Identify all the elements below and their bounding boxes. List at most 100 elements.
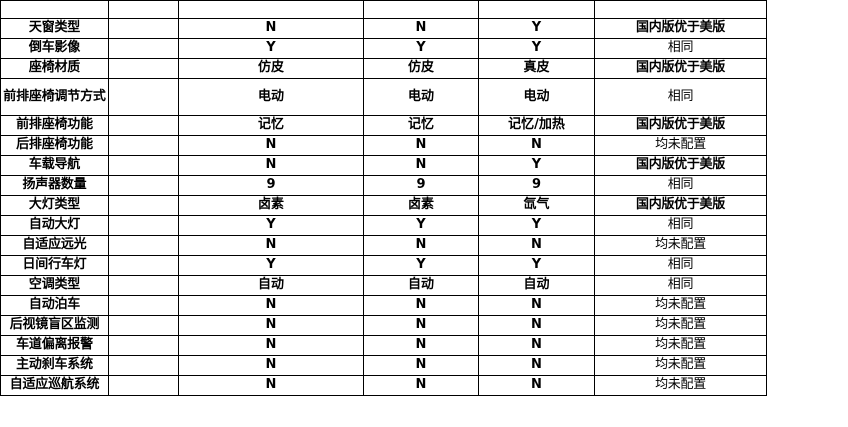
row-value-col-c: 自动 xyxy=(478,275,595,296)
row-feature-label: 主动刹车系统 xyxy=(0,355,109,376)
row-value-col-b: N xyxy=(363,295,479,316)
row-value-col-b: N xyxy=(363,315,479,336)
row-blank-cell xyxy=(108,375,179,396)
row-feature-label: 座椅材质 xyxy=(0,58,109,79)
row-value-col-a: Y xyxy=(178,255,364,276)
row-note-cell: 相同 xyxy=(594,175,767,196)
row-value-col-c: N xyxy=(478,295,595,316)
row-value-col-b: 9 xyxy=(363,175,479,196)
row-value-col-b: N xyxy=(363,355,479,376)
table-row: 座椅材质 仿皮 仿皮 真皮 国内版优于美版 xyxy=(0,58,767,79)
table-row: 后视镜盲区监测 N N N 均未配置 xyxy=(0,315,767,336)
row-value-col-b: N xyxy=(363,375,479,396)
row-value-col-c: N xyxy=(478,135,595,156)
row-blank-cell xyxy=(108,235,179,256)
row-value-col-a: N xyxy=(178,135,364,156)
row-note-cell: 相同 xyxy=(594,215,767,236)
header-spacer-cell xyxy=(478,0,595,19)
row-value-col-b: 电动 xyxy=(363,78,479,116)
row-feature-label: 后排座椅功能 xyxy=(0,135,109,156)
row-value-col-c: N xyxy=(478,315,595,336)
row-blank-cell xyxy=(108,315,179,336)
row-note-cell: 均未配置 xyxy=(594,235,767,256)
table-row: 天窗类型 N N Y 国内版优于美版 xyxy=(0,18,767,39)
row-note-cell: 均未配置 xyxy=(594,135,767,156)
table-row: 主动刹车系统 N N N 均未配置 xyxy=(0,355,767,376)
row-feature-label: 扬声器数量 xyxy=(0,175,109,196)
row-value-col-c: Y xyxy=(478,255,595,276)
row-value-col-b: Y xyxy=(363,38,479,59)
row-feature-label: 前排座椅功能 xyxy=(0,115,109,136)
row-value-col-b: Y xyxy=(363,255,479,276)
row-value-col-a: Y xyxy=(178,38,364,59)
row-value-col-a: N xyxy=(178,355,364,376)
row-blank-cell xyxy=(108,135,179,156)
table-row: 日间行车灯 Y Y Y 相同 xyxy=(0,255,767,276)
row-value-col-b: 卤素 xyxy=(363,195,479,216)
table-row: 车道偏离报警 N N N 均未配置 xyxy=(0,335,767,356)
table-row: 后排座椅功能 N N N 均未配置 xyxy=(0,135,767,156)
row-blank-cell xyxy=(108,18,179,39)
row-value-col-a: N xyxy=(178,335,364,356)
row-feature-label: 后视镜盲区监测 xyxy=(0,315,109,336)
row-value-col-c: Y xyxy=(478,155,595,176)
row-blank-cell xyxy=(108,215,179,236)
row-blank-cell xyxy=(108,38,179,59)
row-value-col-b: 自动 xyxy=(363,275,479,296)
row-blank-cell xyxy=(108,175,179,196)
table-row: 自动泊车 N N N 均未配置 xyxy=(0,295,767,316)
row-value-col-b: N xyxy=(363,235,479,256)
row-note-cell: 相同 xyxy=(594,78,767,116)
table-body: 天窗类型 N N Y 国内版优于美版 倒车影像 Y Y Y 相同 座椅材质 仿皮 仿皮 真皮 国内版优于美版… xyxy=(0,0,767,396)
row-value-col-a: 自动 xyxy=(178,275,364,296)
row-value-col-b: N xyxy=(363,135,479,156)
row-value-col-a: N xyxy=(178,235,364,256)
row-feature-label: 车道偏离报警 xyxy=(0,335,109,356)
row-value-col-a: 卤素 xyxy=(178,195,364,216)
row-feature-label: 大灯类型 xyxy=(0,195,109,216)
table-row: 扬声器数量 9 9 9 相同 xyxy=(0,175,767,196)
row-blank-cell xyxy=(108,355,179,376)
row-value-col-a: 电动 xyxy=(178,78,364,116)
table-row: 前排座椅功能 记忆 记忆 记忆/加热 国内版优于美版 xyxy=(0,115,767,136)
row-value-col-c: Y xyxy=(478,38,595,59)
row-value-col-c: 氙气 xyxy=(478,195,595,216)
row-value-col-b: N xyxy=(363,155,479,176)
row-value-col-c: N xyxy=(478,335,595,356)
row-value-col-c: Y xyxy=(478,215,595,236)
row-value-col-c: N xyxy=(478,235,595,256)
row-note-cell: 国内版优于美版 xyxy=(594,58,767,79)
row-value-col-c: 电动 xyxy=(478,78,595,116)
row-blank-cell xyxy=(108,155,179,176)
row-blank-cell xyxy=(108,295,179,316)
row-feature-label: 天窗类型 xyxy=(0,18,109,39)
row-note-cell: 均未配置 xyxy=(594,375,767,396)
table-row: 自适应巡航系统 N N N 均未配置 xyxy=(0,375,767,396)
row-feature-label: 自适应巡航系统 xyxy=(0,375,109,396)
row-note-cell: 均未配置 xyxy=(594,315,767,336)
row-note-cell: 均未配置 xyxy=(594,295,767,316)
row-feature-label: 倒车影像 xyxy=(0,38,109,59)
row-value-col-b: Y xyxy=(363,215,479,236)
row-note-cell: 相同 xyxy=(594,255,767,276)
row-blank-cell xyxy=(108,58,179,79)
row-note-cell: 相同 xyxy=(594,275,767,296)
row-note-cell: 国内版优于美版 xyxy=(594,155,767,176)
table-row: 自适应远光 N N N 均未配置 xyxy=(0,235,767,256)
row-value-col-a: N xyxy=(178,375,364,396)
row-value-col-c: 9 xyxy=(478,175,595,196)
row-blank-cell xyxy=(108,255,179,276)
row-blank-cell xyxy=(108,275,179,296)
row-value-col-c: 真皮 xyxy=(478,58,595,79)
table-row: 大灯类型 卤素 卤素 氙气 国内版优于美版 xyxy=(0,195,767,216)
row-value-col-b: 记忆 xyxy=(363,115,479,136)
row-value-col-a: N xyxy=(178,295,364,316)
header-spacer-cell xyxy=(0,0,109,19)
header-spacer-cell xyxy=(178,0,364,19)
row-note-cell: 相同 xyxy=(594,38,767,59)
row-blank-cell xyxy=(108,78,179,116)
row-value-col-c: 记忆/加热 xyxy=(478,115,595,136)
table-row: 自动大灯 Y Y Y 相同 xyxy=(0,215,767,236)
header-spacer-cell xyxy=(363,0,479,19)
table-header-spacer-row xyxy=(0,0,767,19)
